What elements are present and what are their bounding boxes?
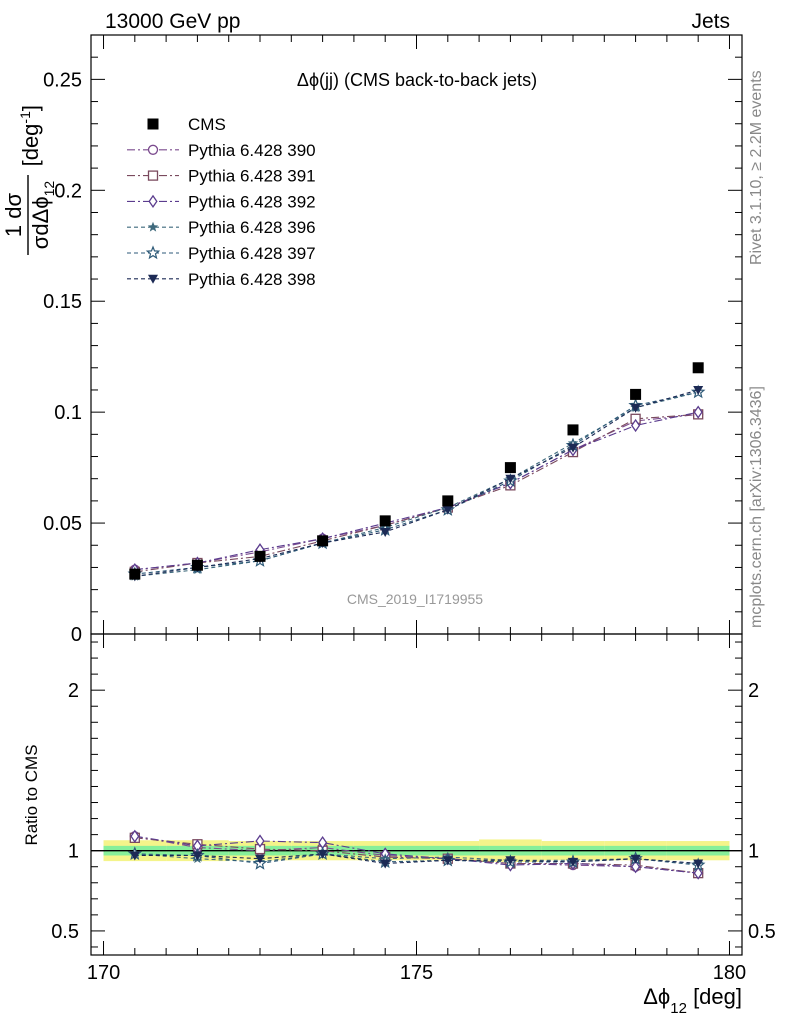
ylabel-rot: [deg-1] 1 dσ σdΔϕ12	[1, 105, 57, 255]
point-p398-3	[317, 849, 328, 859]
ylabel-denominator: σdΔϕ12	[28, 181, 57, 250]
mcplots-label: mcplots.cern.ch [arXiv:1306.3436]	[748, 386, 765, 628]
point-p398-4	[380, 859, 391, 869]
point-p398-1	[192, 851, 203, 861]
point-cms-8	[630, 388, 642, 400]
legend-label-p397: Pythia 6.428 397	[188, 244, 316, 263]
main-ytick-label: 0.1	[54, 402, 82, 424]
main-ytick-label: 0.25	[43, 69, 82, 91]
point-p398-8	[630, 403, 641, 413]
header-energy: 13000 GeV pp	[105, 10, 240, 33]
ratio-xtick-label: 170	[87, 962, 120, 984]
legend-marker-p390	[147, 144, 159, 155]
point-p392-9	[693, 405, 703, 419]
point-cms-4	[379, 515, 391, 527]
point-cms-7	[567, 424, 579, 436]
series-line-p392	[134, 835, 699, 874]
xaxis-label: Δϕ12 [deg]	[643, 984, 742, 1017]
point-p392-8	[630, 418, 641, 433]
series-line-p396	[134, 853, 699, 865]
point-p398-4	[380, 527, 391, 537]
ratio-xtick-label: 180	[713, 962, 746, 984]
main-ylabel: [deg-1] 1 dσ σdΔϕ12	[1, 105, 57, 255]
point-p392-8	[630, 860, 641, 874]
ylabel-numerator: 1 dσ	[1, 192, 26, 237]
point-p392-9	[693, 866, 703, 880]
point-cms-3	[317, 535, 329, 547]
series-line-p392	[134, 411, 699, 571]
series-line-p398	[134, 389, 699, 577]
ratio-panel: 0.5 0.5 1 1 2 2 170 175 180 Ratio to CMS Δϕ12 [deg…	[22, 633, 776, 1017]
point-cms-1	[191, 559, 203, 571]
ratio-ytick-label-left: 1	[68, 841, 79, 863]
series-line-p396	[134, 391, 699, 577]
series-line-p398	[134, 853, 699, 865]
ratio-ytick-label-right: 0.5	[748, 921, 776, 943]
legend-marker-cms	[147, 118, 159, 130]
point-cms-6	[504, 462, 516, 474]
point-p392-2	[255, 834, 265, 848]
point-cms-2	[254, 550, 266, 562]
main-ytick-label: 0.15	[43, 291, 82, 313]
point-p398-6	[505, 856, 516, 866]
point-p398-8	[630, 854, 641, 864]
point-p398-5	[442, 856, 453, 866]
legend-marker-p396	[147, 221, 159, 232]
chart-title: Δϕ(jj) (CMS back-to-back jets)	[297, 70, 537, 90]
series-line-p390	[134, 413, 699, 571]
point-cms-0	[129, 568, 141, 580]
point-p398-7	[567, 443, 578, 453]
point-cms-9	[692, 362, 704, 374]
series-line-p397	[134, 391, 699, 575]
legend-label-p391: Pythia 6.428 391	[188, 167, 316, 186]
legend-marker-p392	[148, 194, 158, 209]
legend-label-p396: Pythia 6.428 396	[188, 218, 316, 237]
ratio-ytick-label-left: 0.5	[51, 921, 79, 943]
point-p392-0	[130, 829, 140, 843]
ratio-xtick-label: 175	[400, 962, 433, 984]
legend: CMS Pythia 6.428 390 Pythia 6.428 391 Pythi…	[127, 115, 316, 289]
point-p398-0	[129, 851, 140, 861]
point-p398-9	[693, 385, 704, 395]
ratio-ytick-label-right: 2	[748, 680, 759, 702]
legend-label-cms: CMS	[188, 115, 226, 134]
series-line-p391	[134, 413, 699, 573]
ratio-ytick-label-right: 1	[748, 841, 759, 863]
legend-marker-p397	[145, 245, 161, 260]
watermark: CMS_2019_I1719955	[347, 591, 483, 607]
point-p398-7	[567, 857, 578, 867]
point-cms-5	[442, 495, 454, 507]
point-p398-5	[442, 505, 453, 515]
point-p398-6	[505, 474, 516, 484]
main-ytick-label: 0	[71, 624, 82, 646]
legend-label-p390: Pythia 6.428 390	[188, 141, 316, 160]
legend-label-p398: Pythia 6.428 398	[188, 270, 316, 289]
point-p398-9	[693, 859, 704, 869]
rivet-label: Rivet 3.1.10, ≥ 2.2M events	[748, 70, 765, 265]
legend-label-p392: Pythia 6.428 392	[188, 192, 316, 211]
header-jets: Jets	[691, 10, 730, 33]
ratio-ylabel: Ratio to CMS	[22, 744, 41, 845]
main-ytick-label: 0.2	[54, 180, 82, 202]
point-p398-2	[255, 854, 266, 864]
ylabel-fraction: 1 dσ σdΔϕ12	[1, 175, 57, 255]
ylabel-text: [deg-1]	[17, 105, 43, 166]
main-panel: 0 0.05 0.1 0.15 0.2 0.25 Δϕ(jj) (CMS back-to-b…	[43, 34, 743, 646]
legend-marker-p398	[148, 274, 158, 284]
series-line-p391	[134, 837, 699, 874]
ratio-frame	[90, 633, 743, 956]
main-ytick-label: 0.05	[43, 513, 82, 535]
series-line-p390	[134, 835, 699, 874]
ratio-ytick-label-left: 2	[68, 680, 79, 702]
legend-marker-p391	[147, 170, 159, 181]
